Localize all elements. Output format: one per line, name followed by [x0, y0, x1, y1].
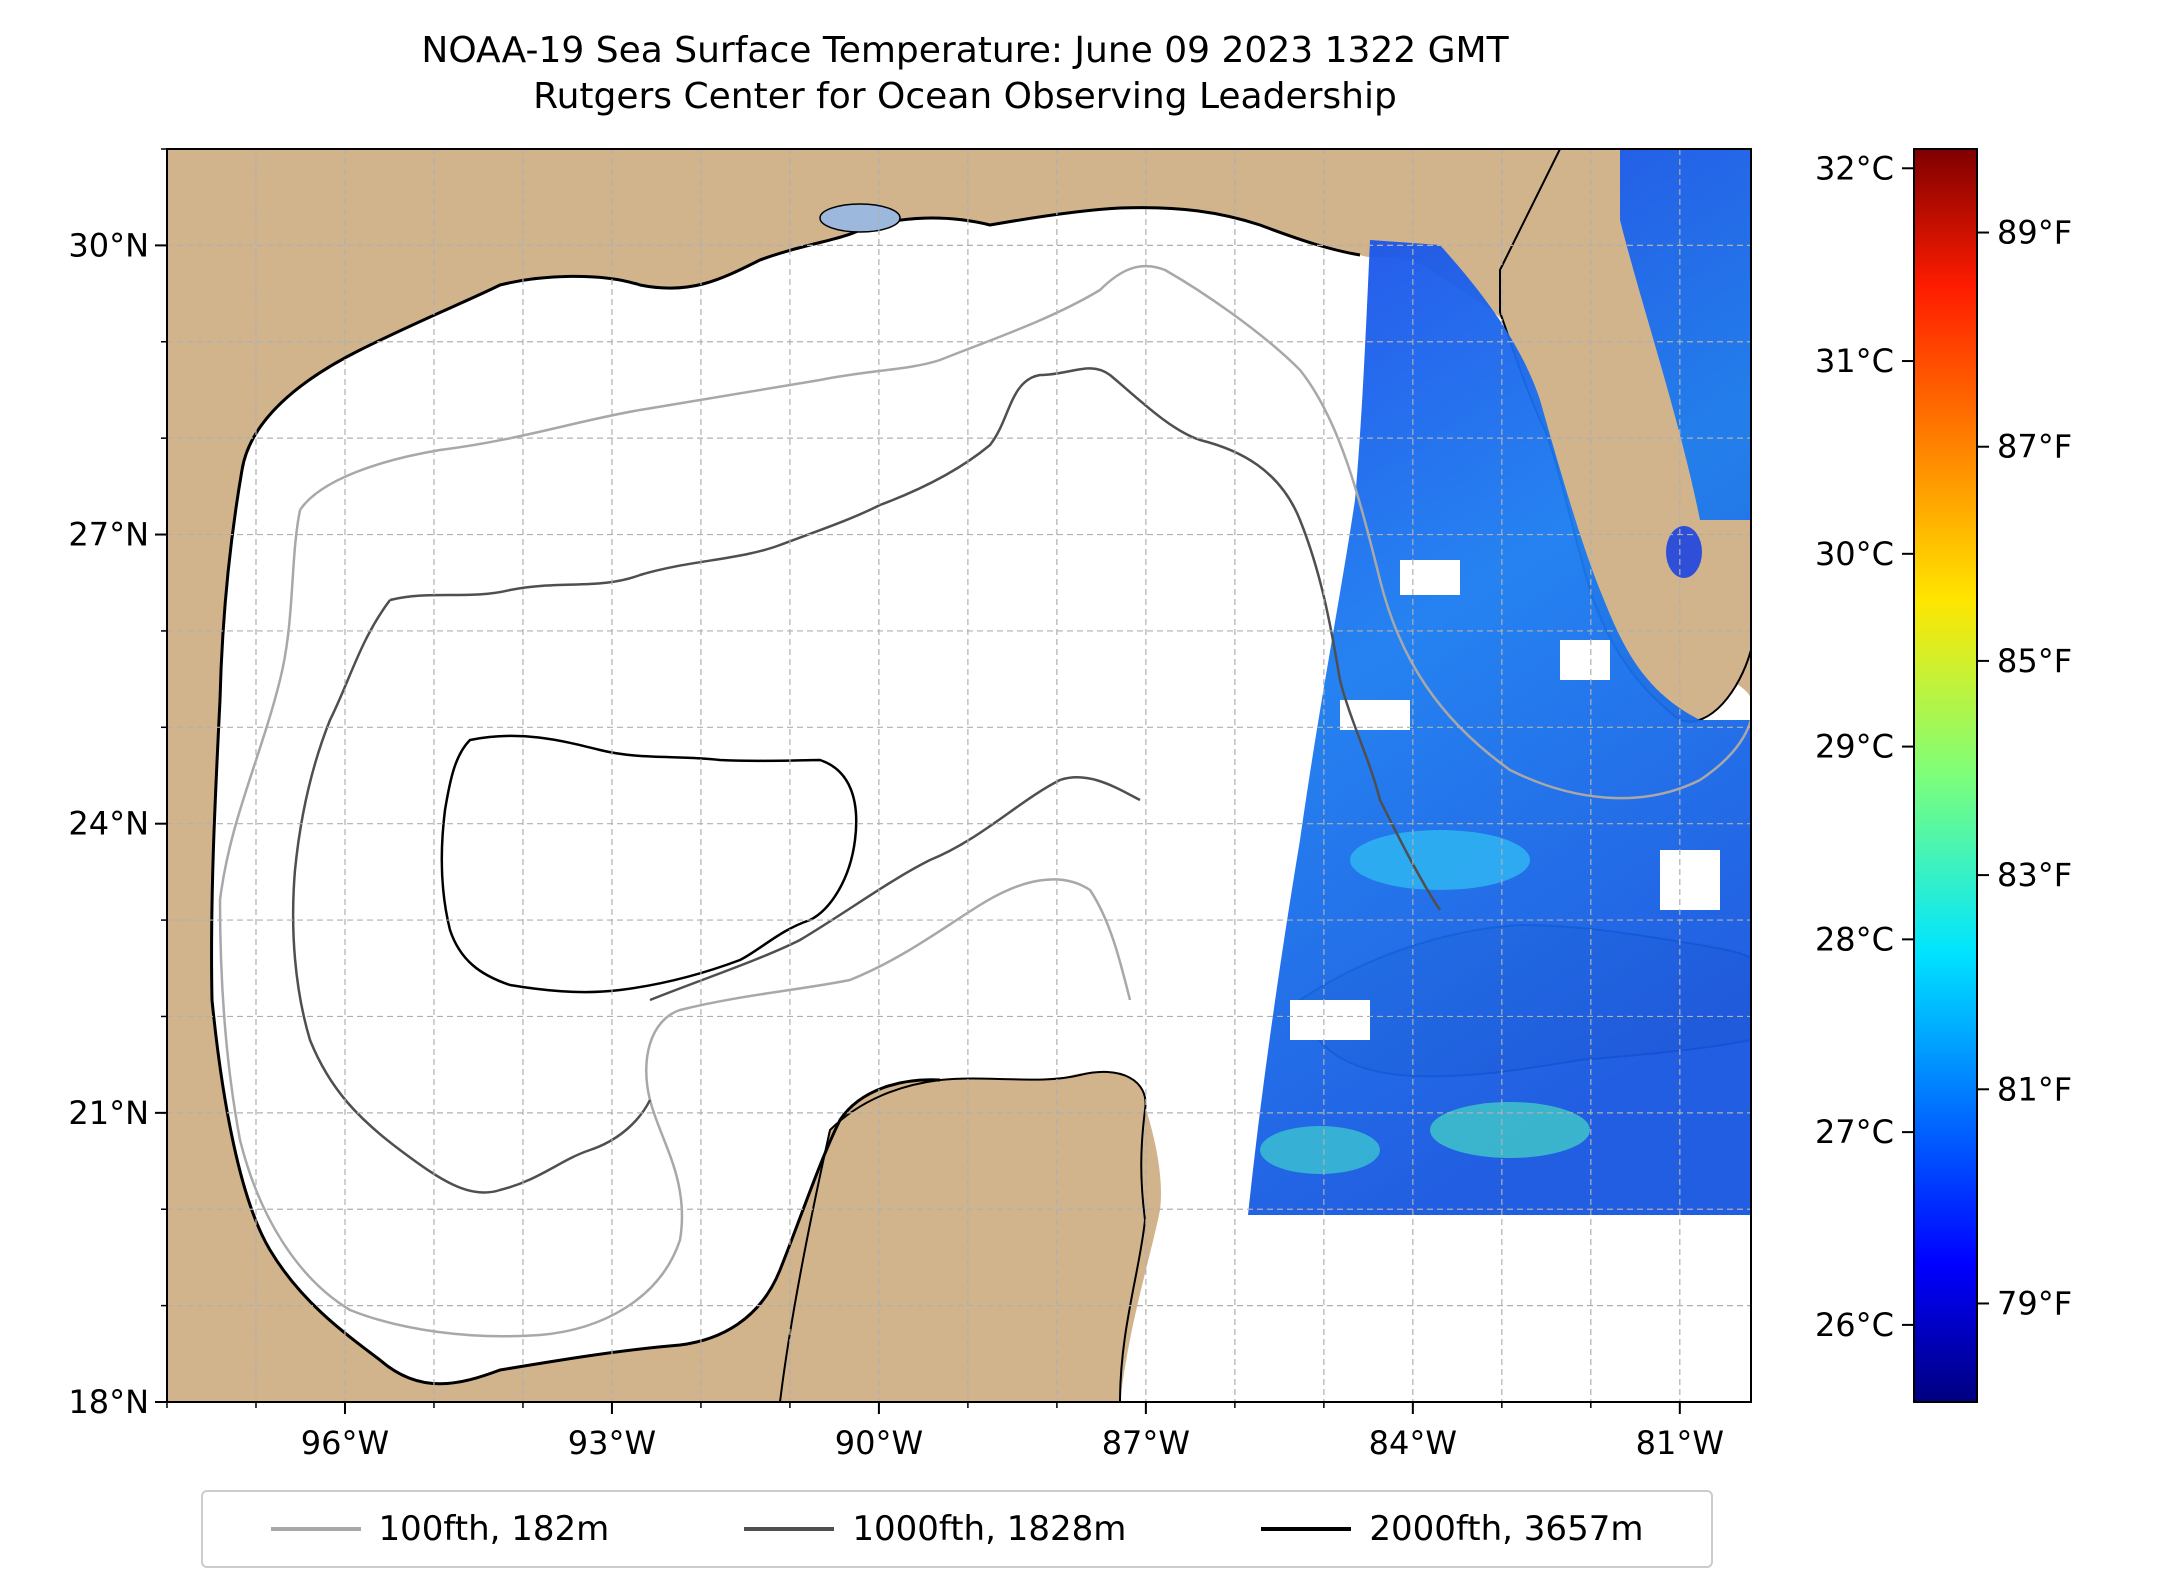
celsius-tick-label: 32°C — [1815, 149, 1894, 187]
fahrenheit-tick-label: 85°F — [1997, 642, 2072, 680]
sst-warm-patch — [1430, 1102, 1590, 1158]
contour-1000fth — [291, 367, 1442, 1194]
fahrenheit-tick-label: 81°F — [1997, 1070, 2072, 1108]
axis-labels: 18°N 21°N 24°N 27°N 30°N 96°W 93°W 90°W 87°W 84°W… — [68, 148, 1724, 1462]
lat-tick-label: 21°N — [68, 1094, 149, 1132]
legend-swatch-100fth — [270, 1527, 361, 1531]
lon-tick-label: 93°W — [568, 1424, 656, 1462]
legend-label-100fth: 100fth, 182m — [378, 1509, 610, 1549]
lon-tick-label: 96°W — [301, 1424, 389, 1462]
legend-swatch-1000fth — [744, 1527, 835, 1531]
celsius-tick-label: 30°C — [1815, 535, 1894, 573]
lon-tick-label: 87°W — [1102, 1424, 1190, 1462]
celsius-tick-label: 31°C — [1815, 342, 1894, 380]
map-frame — [166, 148, 1752, 1403]
celsius-tick-label: 27°C — [1815, 1113, 1894, 1151]
lake — [1666, 526, 1702, 578]
fahrenheit-tick-label: 89°F — [1997, 214, 2072, 252]
celsius-tick-label: 29°C — [1815, 728, 1894, 766]
title-line-2: Rutgers Center for Ocean Observing Leade… — [533, 76, 1397, 117]
lat-tick-label: 18°N — [68, 1383, 149, 1421]
contour-100fth — [218, 264, 1751, 1338]
cloud-gap — [1290, 1000, 1370, 1040]
legend-label-1000fth: 1000fth, 1828m — [852, 1509, 1127, 1549]
celsius-tick-label: 26°C — [1815, 1306, 1894, 1344]
lat-tick-label: 24°N — [68, 805, 149, 843]
chart-title: NOAA-19 Sea Surface Temperature: June 09… — [0, 28, 1930, 120]
fahrenheit-tick-label: 83°F — [1997, 856, 2072, 894]
lat-tick-label: 30°N — [68, 226, 149, 264]
lon-tick-label: 81°W — [1636, 1424, 1724, 1462]
legend-label-2000fth: 2000fth, 3657m — [1369, 1509, 1644, 1549]
no-data-area — [1220, 1215, 1751, 1402]
lon-tick-label: 90°W — [835, 1424, 923, 1462]
fahrenheit-tick-label: 87°F — [1997, 428, 2072, 466]
legend-item-2000fth: 2000fth, 3657m — [1261, 1509, 1643, 1549]
title-line-1: NOAA-19 Sea Surface Temperature: June 09… — [421, 30, 1509, 71]
yucatan-peninsula — [778, 1070, 1147, 1402]
legend-swatch-2000fth — [1261, 1527, 1352, 1531]
colorbar: 32°C 31°C 30°C 29°C 28°C 27°C 26°C 89°F 87°F 85°F… — [1815, 148, 2072, 1403]
coastline — [210, 206, 1361, 1386]
lon-tick-label: 84°W — [1369, 1424, 1457, 1462]
cloud-gap — [1660, 850, 1720, 910]
sst-warm-patch — [1350, 830, 1530, 890]
colorbar-gradient — [1913, 148, 1978, 1403]
cloud-gap — [1560, 640, 1610, 680]
fahrenheit-tick-label: 79°F — [1997, 1284, 2072, 1322]
legend-item-100fth: 100fth, 182m — [270, 1509, 610, 1549]
lake — [819, 203, 901, 233]
contour-legend: 100fth, 182m 1000fth, 1828m 2000fth, 365… — [201, 1490, 1713, 1568]
cloud-gap — [1400, 560, 1460, 595]
celsius-tick-label: 28°C — [1815, 920, 1894, 958]
legend-item-1000fth: 1000fth, 1828m — [744, 1509, 1126, 1549]
sst-warm-patch — [1260, 1126, 1380, 1174]
lat-tick-label: 27°N — [68, 516, 149, 554]
contour-2000fth — [440, 734, 858, 994]
sst-satellite-swath — [1248, 149, 1751, 1215]
